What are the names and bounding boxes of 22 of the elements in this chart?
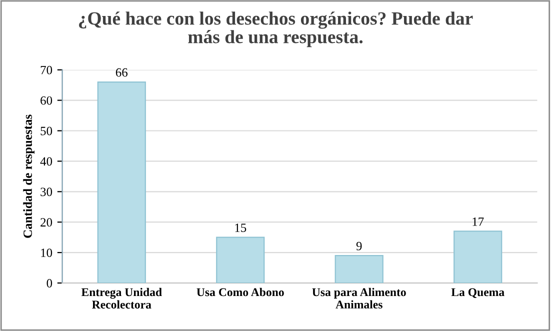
y-tick-label: 40 bbox=[40, 157, 52, 166]
x-tick-label: Entrega Unidad Recolectora bbox=[81, 288, 162, 309]
x-tick-label: Usa para Alimento Animales bbox=[312, 288, 406, 309]
y-tick-label: 30 bbox=[40, 188, 52, 196]
x-tick-label: La Quema bbox=[451, 288, 504, 298]
y-tick-label: 60 bbox=[40, 96, 52, 105]
y-tick-label: 50 bbox=[40, 126, 52, 136]
data-label: 15 bbox=[235, 224, 246, 232]
x-tick-label: Usa Como Abono bbox=[196, 288, 284, 296]
y-tick-label: 0 bbox=[46, 279, 52, 288]
data-label: 17 bbox=[472, 218, 484, 226]
bar bbox=[97, 81, 146, 284]
y-tick-label: 10 bbox=[41, 248, 52, 258]
data-label: 66 bbox=[116, 68, 128, 77]
bar bbox=[454, 230, 502, 284]
y-tick-label: 70 bbox=[40, 66, 52, 74]
y-axis-title: Cantidad de respuestas bbox=[23, 114, 34, 238]
bar bbox=[216, 236, 265, 284]
bar bbox=[334, 255, 384, 284]
y-tick-label: 20 bbox=[40, 218, 52, 227]
data-label: 9 bbox=[356, 242, 362, 250]
chart-title: ¿Qué hace con los desechos orgánicos? Puede dar más de una respuesta. bbox=[78, 12, 473, 48]
